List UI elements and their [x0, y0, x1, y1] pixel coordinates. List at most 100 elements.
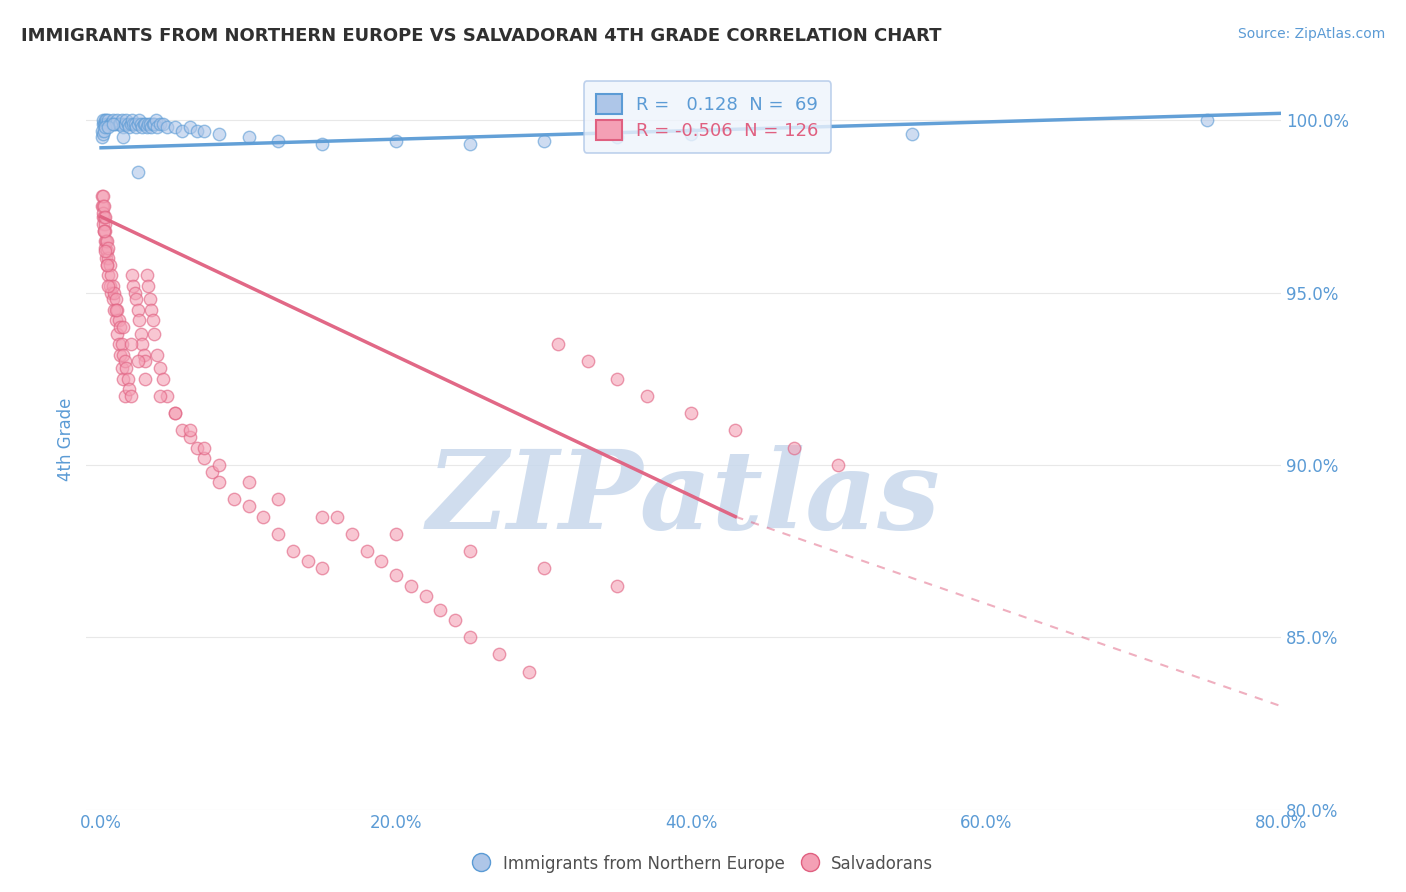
Point	[91, 113, 114, 128]
Point	[297, 554, 319, 568]
Point	[93, 223, 115, 237]
Point	[127, 302, 149, 317]
Point	[91, 206, 114, 220]
Point	[131, 120, 153, 135]
Point	[193, 441, 215, 455]
Point	[117, 117, 139, 131]
Point	[186, 441, 208, 455]
Point	[135, 120, 157, 135]
Point	[100, 117, 122, 131]
Point	[93, 210, 115, 224]
Point	[142, 117, 165, 131]
Point	[110, 348, 132, 362]
Point	[90, 189, 112, 203]
Point	[141, 120, 163, 135]
Point	[93, 199, 115, 213]
Point	[415, 589, 437, 603]
Point	[122, 117, 145, 131]
Point	[252, 509, 274, 524]
Point	[97, 268, 120, 283]
Point	[90, 199, 112, 213]
Point	[97, 113, 120, 128]
Point	[93, 234, 115, 248]
Text: IMMIGRANTS FROM NORTHERN EUROPE VS SALVADORAN 4TH GRADE CORRELATION CHART: IMMIGRANTS FROM NORTHERN EUROPE VS SALVA…	[21, 27, 942, 45]
Point	[111, 337, 134, 351]
Point	[208, 475, 231, 489]
Point	[458, 137, 481, 152]
Point	[311, 137, 333, 152]
Point	[458, 630, 481, 644]
Point	[114, 389, 136, 403]
Point	[90, 123, 112, 137]
Point	[606, 372, 628, 386]
Legend: R =   0.128  N =  69, R = -0.506  N = 126: R = 0.128 N = 69, R = -0.506 N = 126	[583, 81, 831, 153]
Point	[112, 320, 135, 334]
Point	[93, 113, 115, 128]
Point	[679, 127, 702, 141]
Point	[120, 337, 142, 351]
Point	[267, 526, 290, 541]
Point	[101, 293, 124, 307]
Point	[96, 244, 118, 259]
Point	[281, 544, 304, 558]
Point	[94, 223, 117, 237]
Point	[156, 120, 179, 135]
Point	[96, 113, 118, 128]
Point	[783, 441, 806, 455]
Point	[143, 117, 166, 131]
Point	[94, 244, 117, 259]
Point	[606, 130, 628, 145]
Point	[267, 492, 290, 507]
Point	[125, 120, 148, 135]
Point	[127, 165, 149, 179]
Point	[114, 354, 136, 368]
Point	[134, 117, 156, 131]
Point	[142, 313, 165, 327]
Point	[201, 465, 224, 479]
Point	[101, 117, 124, 131]
Point	[131, 337, 153, 351]
Point	[152, 117, 174, 131]
Point	[193, 123, 215, 137]
Point	[208, 127, 231, 141]
Point	[115, 113, 138, 128]
Point	[636, 389, 658, 403]
Point	[128, 113, 150, 128]
Point	[100, 285, 122, 300]
Point	[125, 293, 148, 307]
Point	[98, 278, 121, 293]
Point	[238, 130, 260, 145]
Point	[326, 509, 349, 524]
Point	[96, 234, 118, 248]
Point	[385, 568, 408, 582]
Point	[101, 113, 124, 128]
Point	[117, 372, 139, 386]
Point	[120, 117, 142, 131]
Point	[136, 278, 159, 293]
Point	[127, 354, 149, 368]
Point	[145, 113, 167, 128]
Point	[91, 210, 114, 224]
Point	[385, 526, 408, 541]
Point	[444, 613, 467, 627]
Point	[124, 117, 146, 131]
Point	[100, 268, 122, 283]
Y-axis label: 4th Grade: 4th Grade	[58, 397, 75, 481]
Point	[238, 475, 260, 489]
Point	[724, 424, 747, 438]
Point	[135, 268, 157, 283]
Point	[193, 450, 215, 465]
Point	[136, 117, 159, 131]
Point	[93, 217, 115, 231]
Point	[132, 348, 155, 362]
Point	[91, 117, 114, 131]
Point	[146, 348, 169, 362]
Point	[111, 113, 134, 128]
Point	[370, 554, 392, 568]
Point	[93, 117, 115, 131]
Point	[517, 665, 540, 679]
Point	[104, 313, 127, 327]
Point	[104, 293, 127, 307]
Legend: Immigrants from Northern Europe, Salvadorans: Immigrants from Northern Europe, Salvado…	[465, 848, 941, 880]
Point	[267, 134, 290, 148]
